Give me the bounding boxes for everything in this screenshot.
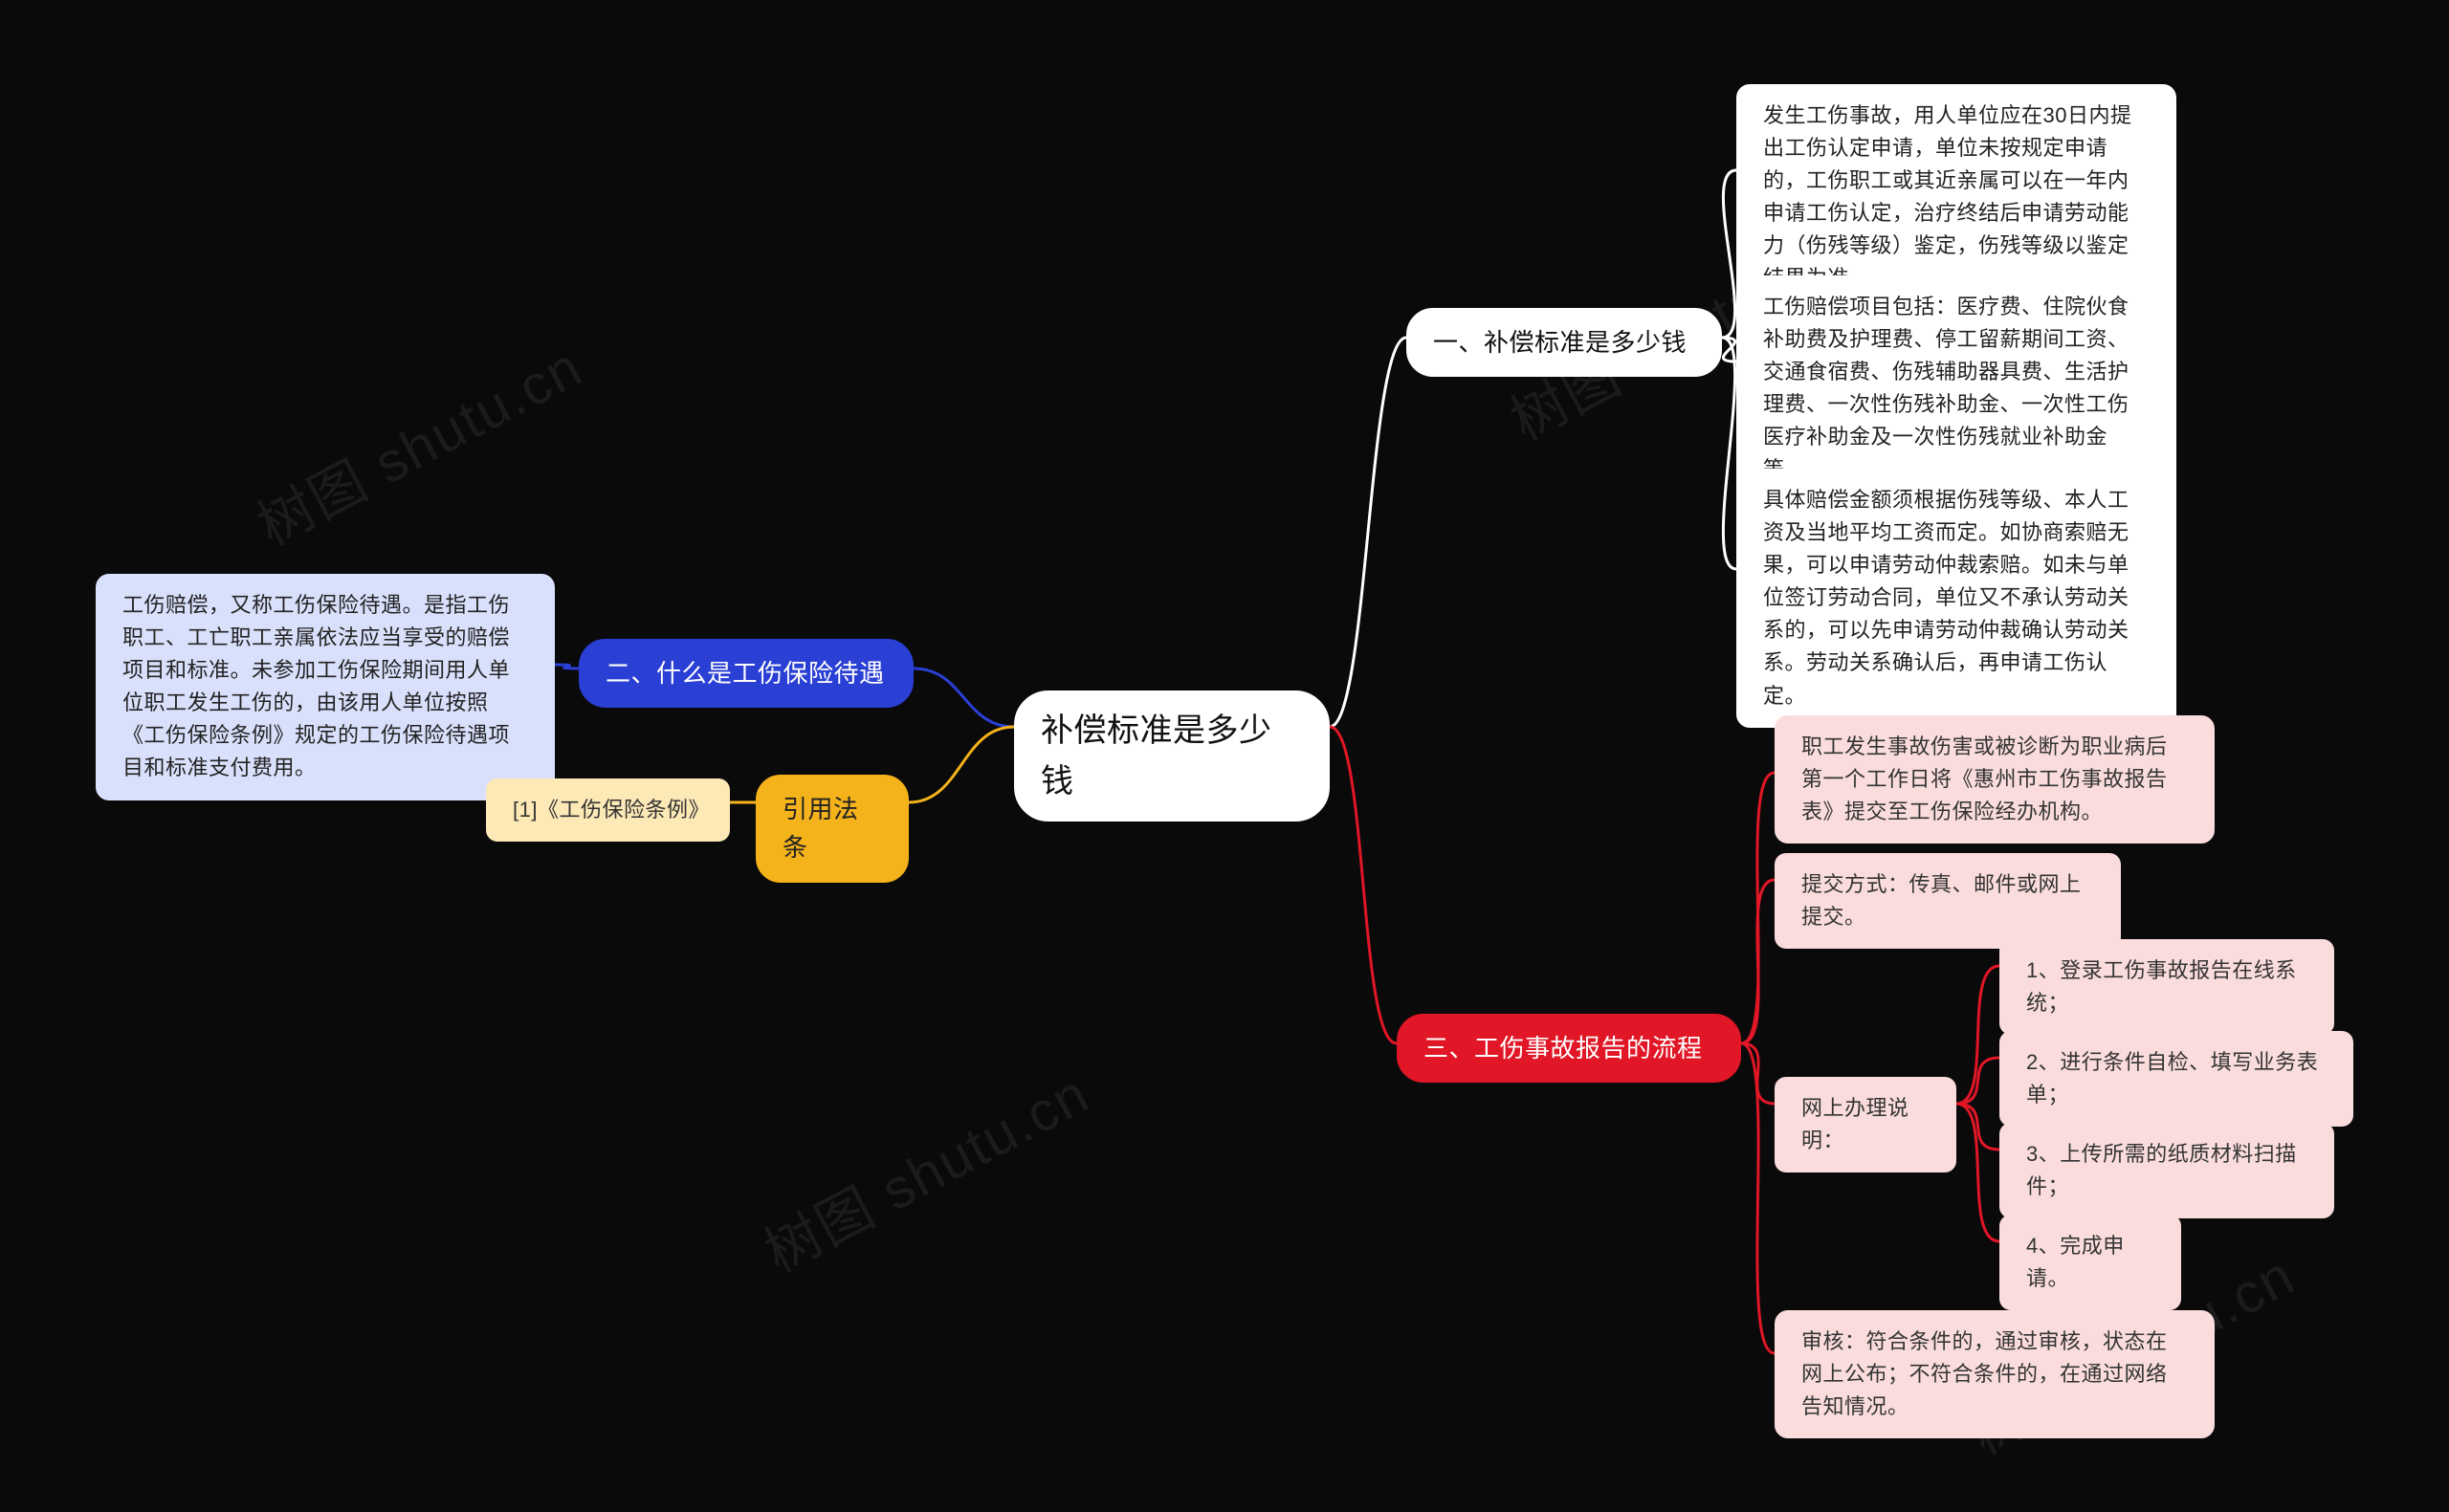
branch-3-leaf-3-sub-3[interactable]: 3、上传所需的纸质材料扫描件； [1999, 1123, 2334, 1218]
branch-3-leaf-1[interactable]: 职工发生事故伤害或被诊断为职业病后第一个工作日将《惠州市工伤事故报告表》提交至工… [1775, 715, 2215, 844]
branch-3-leaf-3-sub-1[interactable]: 1、登录工伤事故报告在线系统； [1999, 939, 2334, 1035]
branch-1[interactable]: 一、补偿标准是多少钱 [1406, 308, 1722, 377]
branch-ref-leaf-1[interactable]: [1]《工伤保险条例》 [486, 778, 730, 842]
root-node[interactable]: 补偿标准是多少钱 [1014, 690, 1330, 822]
watermark: 树图 shutu.cn [748, 1049, 1101, 1287]
branch-3-leaf-4[interactable]: 审核：符合条件的，通过审核，状态在网上公布；不符合条件的，在通过网络告知情况。 [1775, 1310, 2215, 1438]
watermark: 树图 shutu.cn [241, 322, 594, 560]
branch-2[interactable]: 二、什么是工伤保险待遇 [579, 639, 914, 708]
branch-1-leaf-3[interactable]: 具体赔偿金额须根据伤残等级、本人工资及当地平均工资而定。如协商索赔无果，可以申请… [1736, 469, 2176, 728]
branch-3-leaf-3-sub-4[interactable]: 4、完成申请。 [1999, 1215, 2181, 1310]
branch-3-leaf-3-sub-2[interactable]: 2、进行条件自检、填写业务表单； [1999, 1031, 2353, 1127]
branch-3-leaf-2[interactable]: 提交方式：传真、邮件或网上提交。 [1775, 853, 2121, 949]
branch-3[interactable]: 三、工伤事故报告的流程 [1397, 1014, 1741, 1083]
branch-ref[interactable]: 引用法条 [756, 775, 909, 883]
branch-3-leaf-3[interactable]: 网上办理说明： [1775, 1077, 1956, 1172]
mindmap-canvas: 树图 shutu.cn 树图 shutu.cn 树图 shutu.cn 树图 s… [0, 0, 2449, 1512]
branch-2-leaf-1[interactable]: 工伤赔偿，又称工伤保险待遇。是指工伤职工、工亡职工亲属依法应当享受的赔偿项目和标… [96, 574, 555, 800]
